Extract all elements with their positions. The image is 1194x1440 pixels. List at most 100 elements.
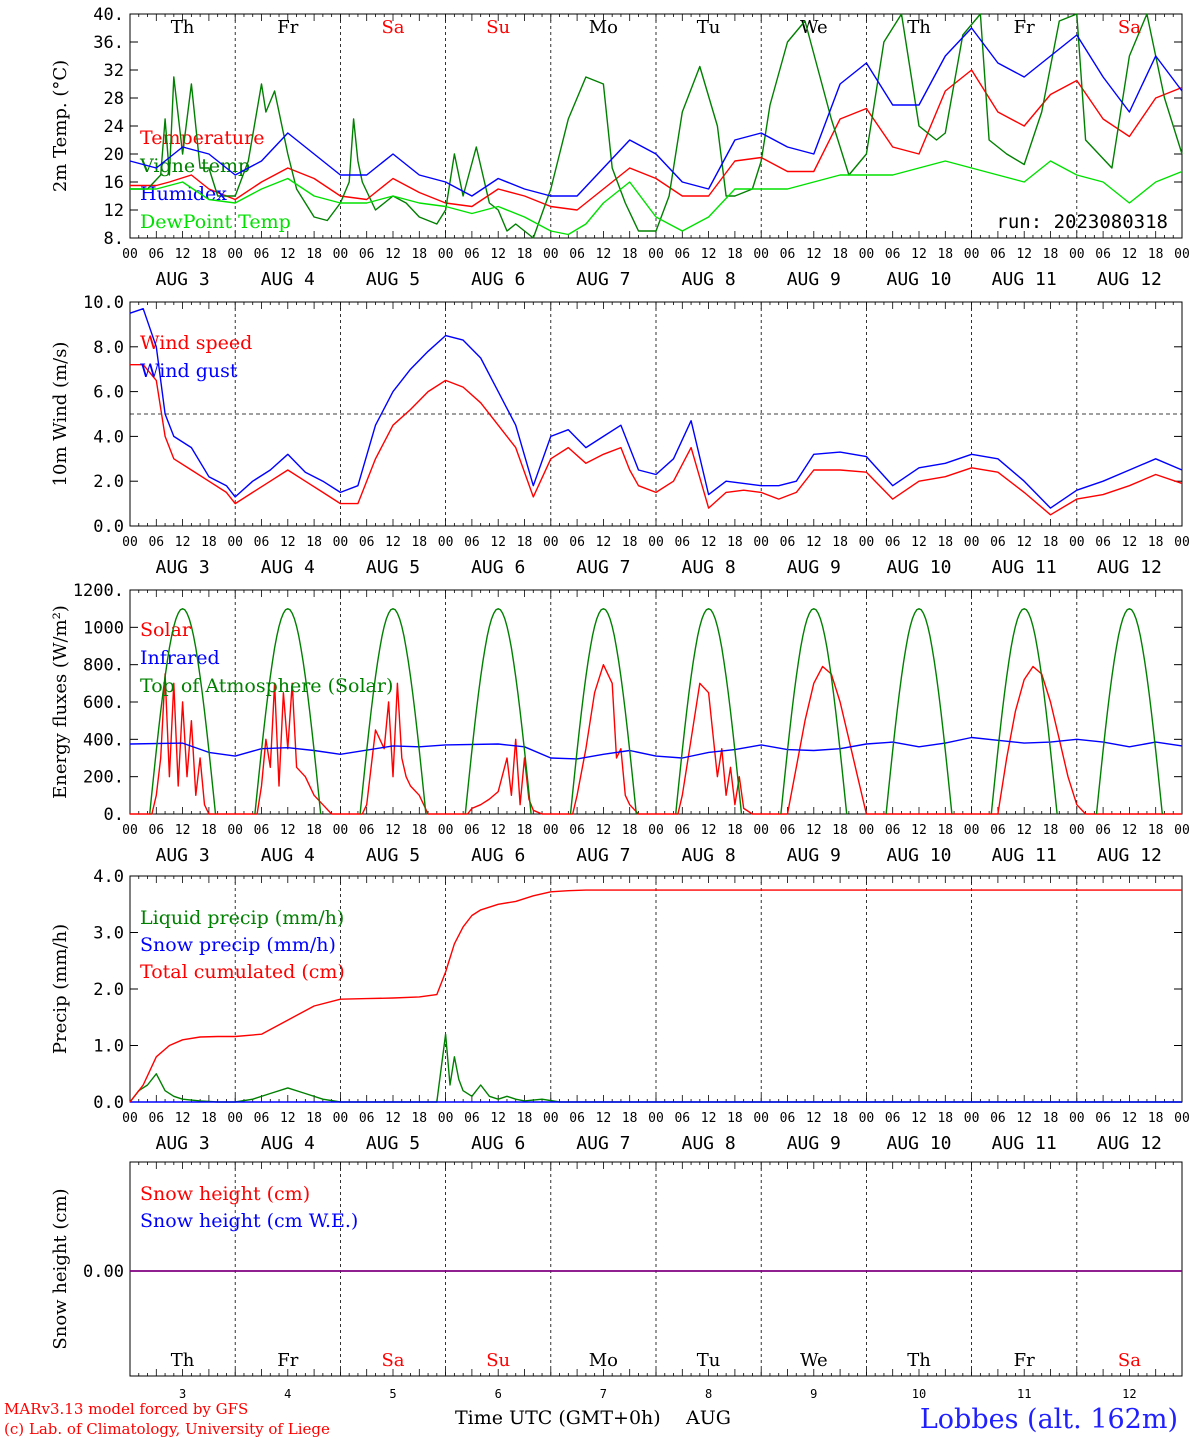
hour-tick-label: 06 [569, 247, 585, 262]
y-tick-label: 16 [104, 173, 124, 193]
hour-tick-label: 18 [306, 823, 322, 838]
footer-model: MARv3.13 model forced by GFS [4, 1400, 248, 1418]
hour-tick-label: 06 [990, 1111, 1006, 1126]
hour-tick-label: 12 [1016, 247, 1032, 262]
date-label: AUG 7 [576, 269, 630, 290]
hour-tick-label: 18 [411, 247, 427, 262]
y-tick-label: 0.0 [93, 517, 124, 537]
hour-tick-label: 00 [1174, 247, 1190, 262]
y-axis-label: Energy fluxes (W/m²) [50, 605, 71, 799]
hour-tick-label: 06 [148, 823, 164, 838]
hour-tick-label: 00 [122, 247, 138, 262]
date-label: AUG 3 [156, 269, 210, 290]
panel-1: 00 06 12 18 00 06 12 18 00 06 12 18 00 06 12 18 00 06 12 18… [50, 5, 1190, 290]
hour-tick-label: 18 [937, 247, 953, 262]
date-label: AUG 5 [366, 557, 420, 578]
hour-tick-label: 18 [832, 247, 848, 262]
y-tick-label: 32 [104, 61, 124, 81]
hour-tick-label: 12 [385, 535, 401, 550]
day-number: 7 [600, 1387, 607, 1401]
y-tick-label: 800. [83, 656, 124, 676]
hour-tick-label: 18 [517, 823, 533, 838]
day-number: 5 [389, 1387, 396, 1401]
date-label: AUG 5 [366, 845, 420, 866]
date-label: AUG 10 [886, 845, 951, 866]
y-tick-label: 36. [93, 33, 124, 53]
date-label: AUG 11 [992, 269, 1057, 290]
date-label: AUG 12 [1097, 845, 1162, 866]
hour-tick-label: 06 [674, 247, 690, 262]
date-label: AUG 6 [471, 557, 525, 578]
date-label: AUG 11 [992, 1133, 1057, 1154]
hour-tick-label: 12 [280, 1111, 296, 1126]
hour-tick-label: 18 [411, 1111, 427, 1126]
y-tick-label: 12 [104, 201, 124, 221]
date-label: AUG 7 [576, 845, 630, 866]
hour-tick-label: 12 [175, 535, 191, 550]
date-label: AUG 6 [471, 269, 525, 290]
panel-3: 00 06 12 18 00 06 12 18 00 06 12 18 00 06 12 18 00 06 12 18… [50, 581, 1190, 866]
day-number: 4 [284, 1387, 291, 1401]
date-label: AUG 7 [576, 557, 630, 578]
hour-tick-label: 00 [333, 823, 349, 838]
hour-tick-label: 00 [1069, 1111, 1085, 1126]
y-tick-label: 400. [83, 730, 124, 750]
weekday-label: We [800, 1350, 828, 1371]
y-axis-label: 10m Wind (m/s) [50, 342, 71, 487]
date-label: AUG 10 [886, 557, 951, 578]
series-line [149, 608, 1163, 815]
hour-tick-label: 12 [701, 535, 717, 550]
hour-tick-label: 00 [333, 247, 349, 262]
hour-tick-label: 18 [1148, 535, 1164, 550]
y-tick-label: 10.0 [83, 293, 124, 313]
hour-tick-label: 12 [596, 823, 612, 838]
hour-tick-label: 00 [648, 1111, 664, 1126]
weekday-label: Su [486, 1350, 510, 1371]
hour-tick-label: 06 [359, 1111, 375, 1126]
hour-tick-label: 06 [148, 1111, 164, 1126]
date-label: AUG 6 [471, 1133, 525, 1154]
hour-tick-label: 06 [464, 823, 480, 838]
y-tick-label: 1.0 [93, 1037, 124, 1057]
hour-tick-label: 00 [753, 247, 769, 262]
hour-tick-label: 00 [438, 1111, 454, 1126]
y-tick-label: 0.00 [83, 1262, 124, 1282]
weekday-label: Sa [1118, 1350, 1141, 1371]
legend-label: Snow height (cm) [140, 1183, 310, 1205]
hour-tick-label: 06 [990, 823, 1006, 838]
hour-tick-label: 12 [911, 535, 927, 550]
hour-tick-label: 12 [701, 1111, 717, 1126]
legend-label: Humidex [140, 183, 227, 205]
series-line [129, 27, 1183, 197]
date-label: AUG 4 [261, 269, 315, 290]
weekday-label: Mo [589, 1350, 618, 1371]
y-tick-label: 24 [104, 117, 124, 137]
hour-tick-label: 12 [1016, 535, 1032, 550]
hour-tick-label: 06 [885, 823, 901, 838]
hour-tick-label: 06 [990, 247, 1006, 262]
hour-tick-label: 00 [859, 247, 875, 262]
hour-tick-label: 18 [727, 247, 743, 262]
hour-tick-label: 18 [622, 535, 638, 550]
date-label: AUG 7 [576, 1133, 630, 1154]
weekday-label: Tu [697, 1350, 721, 1371]
hour-tick-label: 06 [1095, 535, 1111, 550]
hour-tick-label: 18 [411, 823, 427, 838]
legend-label: Infrared [140, 647, 220, 669]
hour-tick-label: 06 [569, 1111, 585, 1126]
hour-tick-label: 12 [1122, 823, 1138, 838]
hour-tick-label: 00 [333, 1111, 349, 1126]
weekday-label: Fr [1014, 17, 1035, 38]
date-label: AUG 8 [682, 269, 736, 290]
hour-tick-label: 18 [1043, 247, 1059, 262]
hour-tick-label: 18 [937, 1111, 953, 1126]
hour-tick-label: 00 [648, 535, 664, 550]
hour-tick-label: 00 [964, 535, 980, 550]
date-label: AUG 8 [682, 845, 736, 866]
hour-tick-label: 00 [753, 823, 769, 838]
hour-tick-label: 06 [674, 535, 690, 550]
hour-tick-label: 06 [1095, 1111, 1111, 1126]
hour-tick-label: 12 [806, 535, 822, 550]
hour-tick-label: 12 [280, 535, 296, 550]
date-label: AUG 5 [366, 1133, 420, 1154]
